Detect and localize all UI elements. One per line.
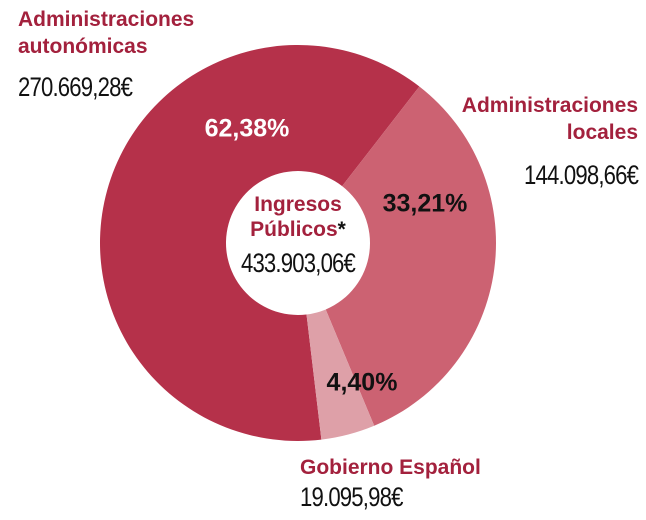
center-note: * [337, 218, 346, 241]
donut-slice [325, 86, 496, 426]
center-block: Ingresos Públicos* 433.903,06€ [228, 192, 368, 279]
amount-label: 19.095,98€ [300, 482, 403, 512]
center-title: Ingresos Públicos [250, 193, 342, 241]
value-label: 62,38% [205, 115, 290, 143]
category-label: Gobierno Español [300, 456, 481, 479]
donut-slice [306, 309, 375, 440]
amount-label: 144.098,66€ [523, 160, 639, 190]
value-label: 4,40% [327, 369, 398, 397]
value-label: 33,21% [383, 190, 468, 218]
category-label: Administraciones locales [461, 94, 638, 144]
center-amount: 433.903,06€ [240, 248, 356, 278]
donut-slice [100, 44, 420, 442]
category-label: Administraciones autonómicas [18, 8, 195, 58]
amount-label: 270.669,28€ [18, 72, 133, 102]
center-label: Ingresos Públicos* [243, 192, 353, 242]
